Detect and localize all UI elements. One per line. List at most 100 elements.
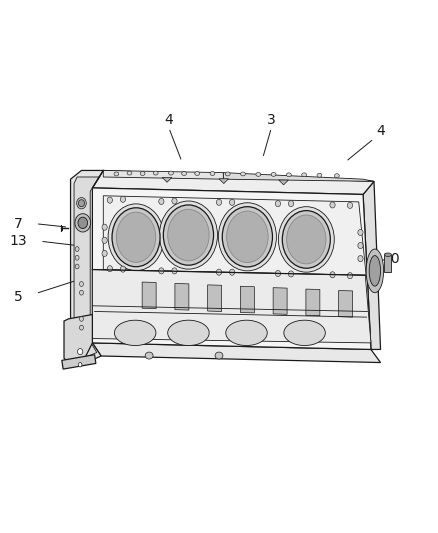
Text: 10: 10	[383, 252, 400, 265]
Ellipse shape	[330, 272, 335, 278]
Ellipse shape	[114, 172, 119, 176]
Ellipse shape	[75, 214, 91, 232]
Ellipse shape	[75, 255, 79, 260]
Ellipse shape	[140, 172, 145, 175]
Ellipse shape	[276, 270, 281, 277]
Ellipse shape	[288, 200, 293, 207]
Polygon shape	[92, 171, 374, 195]
Ellipse shape	[226, 211, 268, 263]
Polygon shape	[175, 284, 189, 310]
Text: 13: 13	[9, 234, 27, 248]
Ellipse shape	[172, 268, 177, 274]
Ellipse shape	[216, 199, 222, 205]
Ellipse shape	[358, 229, 363, 236]
Polygon shape	[64, 314, 92, 365]
Ellipse shape	[358, 243, 363, 248]
Ellipse shape	[240, 172, 245, 176]
Ellipse shape	[78, 349, 83, 354]
Polygon shape	[208, 285, 222, 311]
Ellipse shape	[302, 173, 307, 177]
Ellipse shape	[78, 362, 82, 367]
Text: 4: 4	[164, 113, 173, 127]
Polygon shape	[219, 179, 229, 183]
Ellipse shape	[102, 237, 107, 244]
Polygon shape	[306, 289, 320, 316]
Ellipse shape	[347, 272, 353, 279]
Ellipse shape	[159, 198, 164, 205]
Ellipse shape	[117, 212, 155, 262]
Ellipse shape	[102, 224, 107, 230]
Ellipse shape	[120, 266, 126, 272]
Ellipse shape	[75, 247, 79, 252]
Ellipse shape	[153, 171, 158, 175]
Polygon shape	[74, 177, 99, 359]
Ellipse shape	[163, 205, 214, 265]
Ellipse shape	[182, 172, 187, 175]
Ellipse shape	[287, 215, 326, 264]
Polygon shape	[273, 288, 287, 314]
Ellipse shape	[226, 320, 267, 345]
Ellipse shape	[159, 201, 218, 269]
Polygon shape	[103, 171, 223, 179]
Ellipse shape	[75, 264, 79, 269]
Polygon shape	[279, 180, 288, 185]
Ellipse shape	[385, 253, 392, 256]
Ellipse shape	[107, 265, 113, 272]
Ellipse shape	[169, 171, 173, 175]
Ellipse shape	[215, 352, 223, 359]
Ellipse shape	[283, 211, 330, 268]
Text: 5: 5	[14, 290, 22, 304]
Ellipse shape	[172, 198, 177, 204]
Ellipse shape	[276, 200, 281, 207]
Polygon shape	[71, 171, 103, 365]
Text: 4: 4	[376, 124, 385, 138]
Ellipse shape	[230, 199, 235, 205]
Text: 3: 3	[267, 113, 276, 127]
Ellipse shape	[335, 174, 339, 177]
Ellipse shape	[127, 171, 132, 175]
Polygon shape	[92, 270, 371, 343]
Ellipse shape	[102, 251, 107, 256]
Polygon shape	[162, 177, 172, 182]
Ellipse shape	[112, 208, 160, 266]
Ellipse shape	[222, 207, 272, 267]
Polygon shape	[92, 188, 371, 350]
Ellipse shape	[225, 172, 230, 176]
Ellipse shape	[366, 249, 384, 293]
Ellipse shape	[168, 320, 209, 345]
Text: 7: 7	[14, 217, 22, 231]
Polygon shape	[339, 290, 353, 317]
Ellipse shape	[210, 172, 215, 175]
Polygon shape	[223, 173, 374, 181]
Ellipse shape	[80, 325, 83, 330]
Ellipse shape	[284, 320, 325, 345]
Ellipse shape	[78, 217, 88, 229]
Ellipse shape	[195, 172, 200, 175]
Ellipse shape	[279, 207, 334, 272]
Ellipse shape	[317, 173, 322, 177]
Ellipse shape	[358, 256, 363, 262]
Ellipse shape	[288, 271, 293, 277]
Ellipse shape	[168, 209, 209, 261]
Ellipse shape	[219, 203, 276, 271]
Ellipse shape	[114, 320, 156, 345]
Polygon shape	[62, 354, 96, 369]
Polygon shape	[240, 286, 254, 313]
Ellipse shape	[80, 317, 83, 321]
Ellipse shape	[80, 290, 83, 295]
Polygon shape	[142, 282, 156, 309]
Ellipse shape	[77, 198, 86, 209]
Polygon shape	[385, 255, 392, 272]
Ellipse shape	[271, 172, 276, 176]
Ellipse shape	[286, 173, 291, 177]
Ellipse shape	[347, 203, 353, 208]
Ellipse shape	[78, 200, 85, 207]
Ellipse shape	[107, 197, 113, 203]
Ellipse shape	[330, 202, 335, 208]
Ellipse shape	[369, 256, 381, 286]
Polygon shape	[103, 196, 366, 275]
Ellipse shape	[120, 196, 126, 203]
Ellipse shape	[230, 269, 235, 275]
Ellipse shape	[80, 281, 83, 286]
Ellipse shape	[256, 172, 261, 176]
